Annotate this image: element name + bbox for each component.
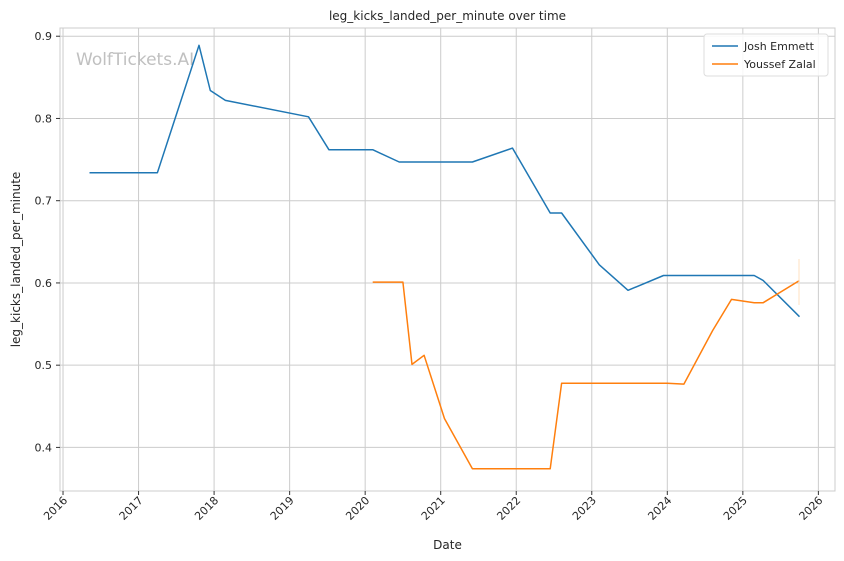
y-axis-title: leg_kicks_landed_per_minute <box>9 172 23 348</box>
legend-label: Youssef Zalal <box>743 58 816 71</box>
y-tick-label: 0.6 <box>35 277 53 290</box>
series-layer <box>89 44 801 470</box>
legend-label: Josh Emmett <box>743 40 815 53</box>
grid <box>60 28 835 491</box>
y-tick-label: 0.9 <box>35 30 53 43</box>
series-line-youssef-zalal <box>372 279 800 470</box>
legend: Josh Emmett Youssef Zalal <box>703 33 829 77</box>
x-axis-title: Date <box>433 538 462 552</box>
y-tick-label: 0.8 <box>35 112 53 125</box>
y-tick-label: 0.7 <box>35 195 53 208</box>
y-axis: 0.4 0.5 0.6 0.7 0.8 0.9 <box>35 30 60 454</box>
y-tick-label: 0.5 <box>35 359 53 372</box>
watermark: WolfTickets.AI <box>76 50 194 70</box>
series-line-josh-emmett <box>89 44 801 318</box>
legend-box <box>703 33 829 77</box>
y-tick-label: 0.4 <box>35 441 53 454</box>
chart-title: leg_kicks_landed_per_minute over time <box>329 9 566 23</box>
plot-frame <box>59 27 836 492</box>
